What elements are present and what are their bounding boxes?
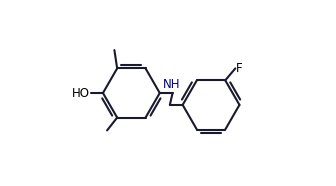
Text: F: F	[236, 62, 243, 75]
Text: NH: NH	[163, 78, 180, 91]
Text: HO: HO	[72, 86, 90, 100]
